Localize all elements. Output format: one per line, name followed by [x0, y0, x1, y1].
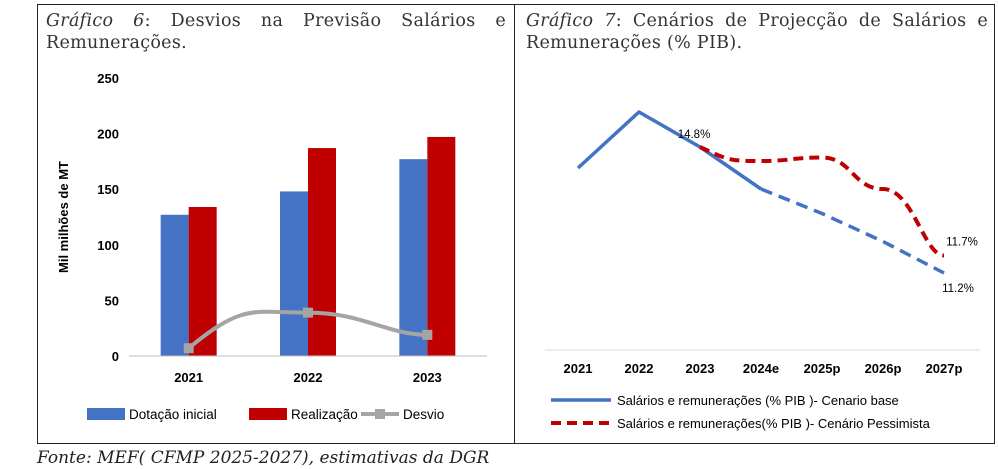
marker-desvio-2021: [183, 343, 194, 354]
marker-desvio-2022: [303, 307, 313, 318]
chart-6-caption-label: Gráfico 6: [46, 11, 145, 31]
y-axis-title: Mil milhões de MT: [56, 161, 71, 273]
data-label-2023: 14.8%: [678, 129, 711, 141]
x-tick-label: 2021: [564, 361, 593, 376]
legend-cenario-pessimista-label: Salários e remunerações(% PIB )- Cenário…: [617, 416, 931, 431]
x-tick-label: 2023: [686, 361, 715, 376]
legend-dota-o-inicial-swatch: [87, 408, 125, 420]
y-tick-label: 100: [97, 238, 119, 253]
bar-dota-o-inicial-2023: [399, 159, 428, 356]
line-cenario-pessimista: [699, 145, 945, 258]
y-tick-label: 250: [97, 71, 119, 86]
bar-realiza-o-2021: [188, 206, 217, 356]
legend-realiza-o-swatch: [249, 408, 287, 420]
x-tick-label: 2024e: [743, 361, 779, 376]
legend-desvio-marker: [375, 409, 385, 419]
x-tick-label: 2021: [174, 370, 203, 385]
x-tick-label: 2026p: [865, 361, 902, 376]
bar-realiza-o-2023: [427, 136, 456, 356]
x-tick-label: 2027p: [926, 361, 963, 376]
bar-dota-o-inicial-2022: [280, 191, 308, 356]
y-tick-label: 0: [112, 349, 119, 364]
legend-cenario-base-label: Salários e remunerações (% PIB )- Cenari…: [617, 393, 899, 408]
line-cenario-base-solid: [576, 110, 762, 191]
figure-frame: [37, 4, 995, 444]
chart-6-caption: Gráfico 6: Desvios na Previsão Salários …: [46, 10, 506, 54]
bar-realiza-o-2022: [308, 148, 336, 356]
legend-dota-o-inicial-label: Dotação inicial: [129, 407, 217, 422]
legend-realiza-o-label: Realização: [291, 407, 358, 422]
chart-6-caption-title: : Desvios na Previsão Salários e Remuner…: [46, 11, 506, 53]
chart-7-svg: 2021 2022 2023 2024e 2025p 2026p 2027p 14.8% 11.…: [545, 110, 980, 431]
y-tick-label: 150: [97, 182, 119, 197]
x-tick-label: 2023: [413, 370, 442, 385]
data-label-base-2027p: 11.2%: [942, 283, 974, 295]
bar-dota-o-inicial-2021: [160, 214, 189, 356]
panel-divider: [514, 4, 515, 444]
y-tick-label: 50: [105, 293, 119, 308]
chart-7-caption: Gráfico 7: Cenários de Projecção de Salá…: [526, 10, 988, 54]
chart-6-svg: Mil milhões de MT 0 50 100 150 200 250 2021 2022…: [56, 71, 487, 422]
chart-7-caption-title: : Cenários de Projecção de Salários e Re…: [526, 11, 988, 53]
source-note: Fonte: MEF( CFMP 2025-2027), estimativas…: [37, 448, 490, 468]
line-cenario-base-dashed: [760, 187, 945, 275]
y-tick-label: 200: [97, 127, 119, 142]
x-tick-label: 2022: [625, 361, 654, 376]
legend-desvio-label: Desvio: [403, 407, 444, 422]
data-label-pessimista-2027p: 11.7%: [946, 237, 978, 249]
marker-desvio-2023: [422, 329, 433, 340]
chart-7-caption-label: Gráfico 7: [526, 11, 616, 31]
x-tick-label: 2025p: [804, 361, 841, 376]
x-tick-label: 2022: [294, 370, 323, 385]
